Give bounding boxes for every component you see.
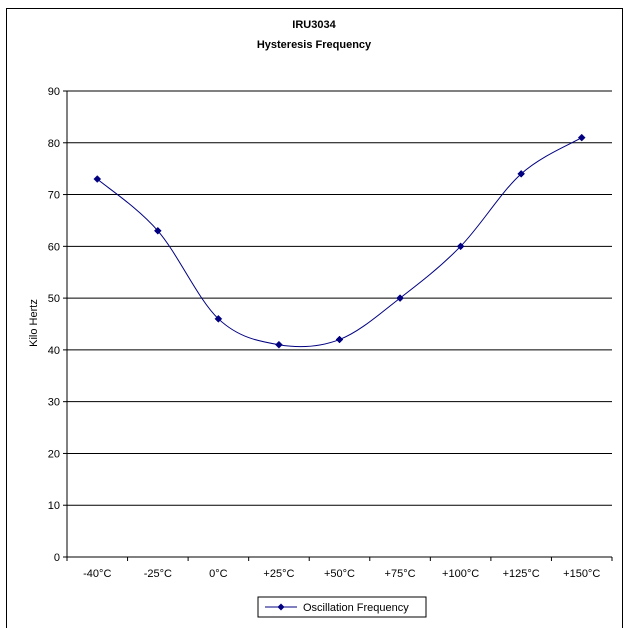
axes xyxy=(66,91,612,558)
legend: Oscillation Frequency xyxy=(257,596,427,618)
x-tick-label: +25°C xyxy=(263,568,294,580)
grid-lines xyxy=(67,90,612,506)
x-tick-label: -25°C xyxy=(144,568,172,580)
y-tick-label: 60 xyxy=(48,241,60,253)
data-point-marker xyxy=(214,314,223,323)
y-tick-label: 20 xyxy=(48,448,60,460)
data-point-marker xyxy=(93,175,102,183)
legend-marker xyxy=(277,603,285,611)
y-axis-title: Kilo Hertz xyxy=(28,299,40,347)
data-point-marker xyxy=(456,242,465,251)
y-tick-label: 80 xyxy=(48,138,60,150)
y-axis-ticks: 0 10 20 30 40 50 60 70 80 90 xyxy=(48,86,67,564)
chart-frame xyxy=(6,8,623,628)
y-tick-label: 0 xyxy=(54,552,60,564)
chart-title: IRU3034 xyxy=(292,19,336,31)
y-tick-label: 30 xyxy=(48,397,60,409)
legend-label: Oscillation Frequency xyxy=(303,602,409,614)
x-tick-label: +50°C xyxy=(324,568,355,580)
series-layer xyxy=(93,133,586,349)
data-point-marker xyxy=(396,294,404,302)
y-tick-label: 50 xyxy=(48,293,60,305)
data-point-marker xyxy=(517,169,526,178)
x-tick-label: +100°C xyxy=(442,568,479,580)
y-tick-label: 40 xyxy=(48,345,60,357)
data-point-marker xyxy=(335,335,344,344)
legend-box xyxy=(257,596,427,618)
x-tick-label: -40°C xyxy=(83,568,111,580)
x-tick-label: 0°C xyxy=(209,568,228,580)
x-tick-label: +150°C xyxy=(563,568,600,580)
data-point-marker xyxy=(275,340,283,349)
y-tick-label: 10 xyxy=(48,500,60,512)
x-tick-label: +75°C xyxy=(385,568,416,580)
x-axis-ticks: -40°C -25°C 0°C +25°C +50°C +75°C +100°C +125°C… xyxy=(66,557,613,580)
series-line xyxy=(96,137,582,348)
y-tick-label: 90 xyxy=(48,86,60,98)
data-point-marker xyxy=(153,226,162,235)
chart-subtitle: Hysteresis Frequency xyxy=(257,39,372,51)
data-point-marker xyxy=(577,133,586,142)
y-tick-label: 70 xyxy=(48,190,60,202)
x-tick-label: +125°C xyxy=(503,568,540,580)
